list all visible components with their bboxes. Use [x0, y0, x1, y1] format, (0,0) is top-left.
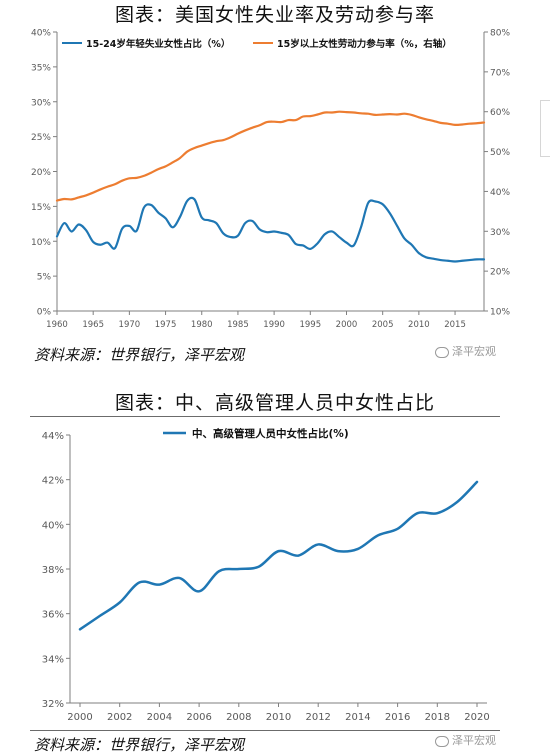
chart1-watermark: 泽平宏观 — [435, 343, 496, 359]
y2-tick-label: 80% — [490, 29, 510, 39]
x-tick-label: 2010 — [408, 320, 430, 330]
chart2-title-rule — [30, 416, 500, 417]
y2-tick-label: 20% — [490, 268, 510, 278]
y-tick-label: 36% — [42, 610, 64, 621]
x-tick-label: 1995 — [299, 320, 321, 330]
chart1-title: 图表：美国女性失业率及劳动参与率 — [114, 4, 435, 26]
x-tick-label: 2005 — [372, 320, 394, 330]
x-tick-label: 2008 — [226, 712, 251, 723]
x-tick-label: 1980 — [191, 320, 213, 330]
y-tick-label: 34% — [42, 654, 64, 665]
y-tick-label: 38% — [42, 565, 64, 576]
x-tick-label: 1970 — [119, 320, 141, 330]
y2-tick-label: 30% — [490, 228, 510, 238]
chart2-svg: 32% 34% 36% 38% 40% 42% 44% 2000 2002 2004 2006 200… — [42, 427, 490, 723]
y-tick-label: 30% — [31, 98, 51, 108]
x-tick-label: 1990 — [263, 320, 285, 330]
y2-tick-label: 70% — [490, 68, 510, 78]
x-tick-label: 2018 — [425, 712, 450, 723]
y2-tick-label: 10% — [490, 308, 510, 318]
y-tick-label: 25% — [31, 133, 51, 143]
y-tick-label: 44% — [42, 431, 64, 442]
x-tick-label: 1975 — [155, 320, 177, 330]
x-tick-label: 1985 — [227, 320, 249, 330]
y-tick-label: 0% — [37, 308, 52, 318]
x-tick-label: 2000 — [67, 712, 92, 723]
y-tick-label: 40% — [31, 29, 51, 39]
y-tick-label: 35% — [31, 63, 51, 73]
chart2-bottom-rule — [30, 730, 500, 731]
chart2-source: 资料来源：世界银行，泽平宏观 — [34, 736, 245, 754]
y2-tick-label: 50% — [490, 148, 510, 158]
x-tick-label: 1960 — [46, 320, 68, 330]
x-tick-label: 2010 — [266, 712, 291, 723]
series-line-participation — [55, 110, 486, 202]
y-tick-label: 10% — [31, 238, 51, 248]
chart2-title: 图表：中、高级管理人员中女性占比 — [114, 392, 435, 414]
chart1-svg: 0% 5% 10% 15% 20% 25% 30% 35% 40% 10% 20% 30% 40% 50%… — [31, 29, 510, 331]
x-tick-label: 1965 — [82, 320, 104, 330]
wechat-icon — [435, 735, 449, 747]
legend-label-unemployment: 15-24岁年轻失业女性占比（%） — [86, 38, 230, 50]
x-tick-label: 2014 — [345, 712, 370, 723]
x-tick-label: 2004 — [147, 712, 172, 723]
x-tick-label: 2015 — [444, 320, 466, 330]
y-tick-label: 5% — [37, 273, 52, 283]
y2-tick-label: 60% — [490, 108, 510, 118]
legend-label-participation: 15岁以上女性劳动力参与率（%，右轴） — [277, 38, 452, 50]
x-tick-label: 2016 — [385, 712, 410, 723]
y-tick-label: 32% — [42, 699, 64, 710]
chart1-source: 资料来源：世界银行，泽平宏观 — [34, 346, 245, 364]
edge-decoration — [540, 100, 550, 157]
x-tick-label: 2020 — [464, 712, 489, 723]
y-tick-label: 20% — [31, 168, 51, 178]
legend-label-managers: 中、高级管理人员中女性占比(%) — [192, 427, 349, 440]
series-line-unemployment — [55, 196, 486, 263]
y-tick-label: 42% — [42, 476, 64, 487]
chart2-watermark: 泽平宏观 — [435, 732, 496, 748]
x-tick-label: 2006 — [186, 712, 211, 723]
x-tick-label: 2000 — [336, 320, 358, 330]
chart1-legend: 15-24岁年轻失业女性占比（%） 15岁以上女性劳动力参与率（%，右轴） — [62, 38, 452, 50]
wechat-icon — [435, 346, 449, 358]
x-tick-label: 2012 — [305, 712, 330, 723]
y-tick-label: 15% — [31, 203, 51, 213]
x-tick-label: 2002 — [107, 712, 132, 723]
y-tick-label: 40% — [42, 520, 64, 531]
chart2-legend: 中、高级管理人员中女性占比(%) — [163, 427, 349, 440]
y2-tick-label: 40% — [490, 188, 510, 198]
series-line-managers — [78, 480, 479, 631]
